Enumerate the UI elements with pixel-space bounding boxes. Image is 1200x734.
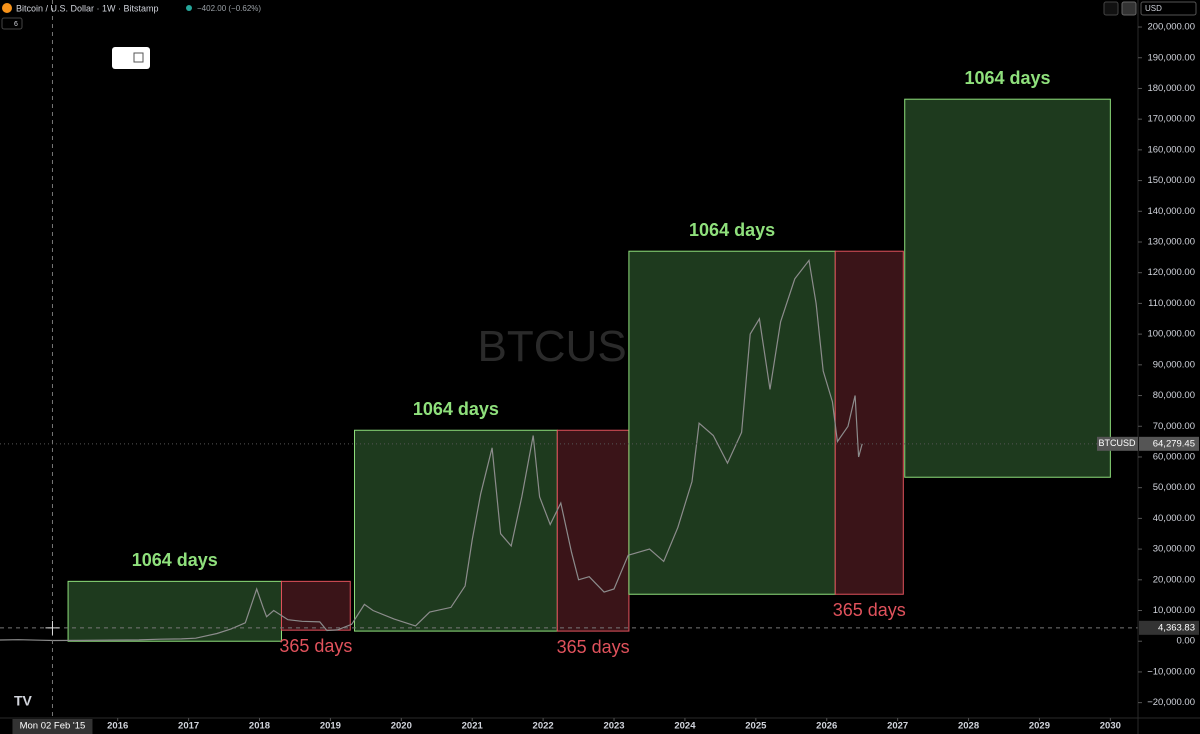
range-box	[556, 429, 630, 632]
symbol: Bitcoin / U.S. Dollar · 1W · Bitstamp	[16, 3, 159, 13]
crosshair-y-label: 4,363.83	[1158, 622, 1195, 633]
box-label: 365 days	[279, 636, 352, 656]
crosshair-y-tag	[1139, 620, 1199, 635]
y-tick-label: −10,000.00	[1147, 666, 1195, 677]
x-tick-label: 2029	[1029, 721, 1050, 732]
y-tick-label: 160,000.00	[1147, 144, 1195, 155]
symbol-icon	[2, 3, 12, 13]
y-tick-label: 180,000.00	[1147, 83, 1195, 94]
box-label: 365 days	[557, 637, 630, 657]
last-name: BTCUSD	[1098, 438, 1136, 448]
y-tick-label: 50,000.00	[1153, 482, 1195, 493]
x-tick-label: 2024	[674, 721, 696, 732]
toolbar-icon	[133, 52, 144, 63]
box-label: 1064 days	[964, 68, 1050, 88]
logo: TV	[14, 693, 33, 709]
x-tick-label: 2027	[887, 721, 908, 732]
status-dot	[186, 5, 192, 11]
range-box	[67, 580, 282, 642]
x-tick-label: 2025	[745, 721, 767, 732]
range-box	[904, 98, 1111, 478]
x-tick-label: 2030	[1100, 721, 1121, 732]
y-tick-label: 150,000.00	[1147, 175, 1195, 186]
x-tick-label: 2018	[249, 721, 270, 732]
range-box	[354, 429, 558, 632]
crosshair-cursor	[45, 620, 60, 635]
x-tick-label: 2022	[533, 721, 554, 732]
button[interactable]	[1121, 1, 1137, 16]
y-tick-label: 90,000.00	[1153, 359, 1195, 370]
crosshair-x-label: Mon 02 Feb '15	[20, 721, 86, 732]
last-name-tag	[1097, 436, 1138, 451]
y-tick-label: 110,000.00	[1148, 298, 1195, 309]
y-tick-label: 0.00	[1177, 636, 1196, 647]
x-tick-label: 2019	[320, 721, 341, 732]
x-tick-label: 2016	[107, 721, 128, 732]
range-box	[628, 250, 836, 595]
y-tick-label: 60,000.00	[1153, 451, 1195, 462]
y-tick-label: −20,000.00	[1147, 697, 1195, 708]
currency: USD	[1145, 4, 1162, 13]
change: −402.00 (−0.62%)	[197, 4, 261, 13]
range-box	[834, 250, 904, 595]
indicator-count: 6	[14, 21, 18, 28]
y-tick-label: 10,000.00	[1153, 605, 1195, 616]
x-tick-label: 2028	[958, 721, 979, 732]
currency-select[interactable]	[1140, 1, 1197, 16]
plot: BTCUSD 1064 days 365 days 1064 days 365 days…	[0, 0, 1138, 718]
box-label: 365 days	[833, 600, 906, 620]
x-tick-label: 2017	[178, 721, 199, 732]
y-tick-label: 170,000.00	[1147, 114, 1195, 125]
y-tick-label: 120,000.00	[1147, 267, 1195, 278]
last-price-tag	[1139, 436, 1199, 451]
y-tick-label: 40,000.00	[1153, 513, 1195, 524]
toolbar[interactable]	[112, 47, 150, 69]
y-tick-label: 190,000.00	[1147, 52, 1195, 63]
x-tick-label: 2023	[603, 721, 624, 732]
box-label: 1064 days	[689, 220, 775, 240]
y-tick-label: 100,000.00	[1147, 329, 1195, 340]
y-tick-label: 80,000.00	[1153, 390, 1195, 401]
y-tick-label: 130,000.00	[1147, 237, 1195, 248]
crosshair-x-tag	[12, 719, 93, 734]
indicator-toggle[interactable]	[1, 17, 23, 30]
y-tick-label: 30,000.00	[1153, 544, 1195, 555]
y-tick-label: 140,000.00	[1147, 206, 1195, 217]
x-tick-label: 2021	[462, 721, 484, 732]
watermark: BTCUSD	[478, 322, 659, 371]
y-tick-label: 70,000.00	[1153, 421, 1195, 432]
button[interactable]	[1103, 1, 1119, 16]
y-tick-label: 20,000.00	[1153, 574, 1195, 585]
x-tick-label: 2026	[816, 721, 837, 732]
last-price: 64,279.45	[1153, 438, 1195, 449]
box-label: 1064 days	[413, 399, 499, 419]
y-tick-label: 200,000.00	[1147, 22, 1195, 33]
x-tick-label: 2020	[391, 721, 412, 732]
range-box	[280, 580, 351, 631]
box-label: 1064 days	[132, 550, 218, 570]
